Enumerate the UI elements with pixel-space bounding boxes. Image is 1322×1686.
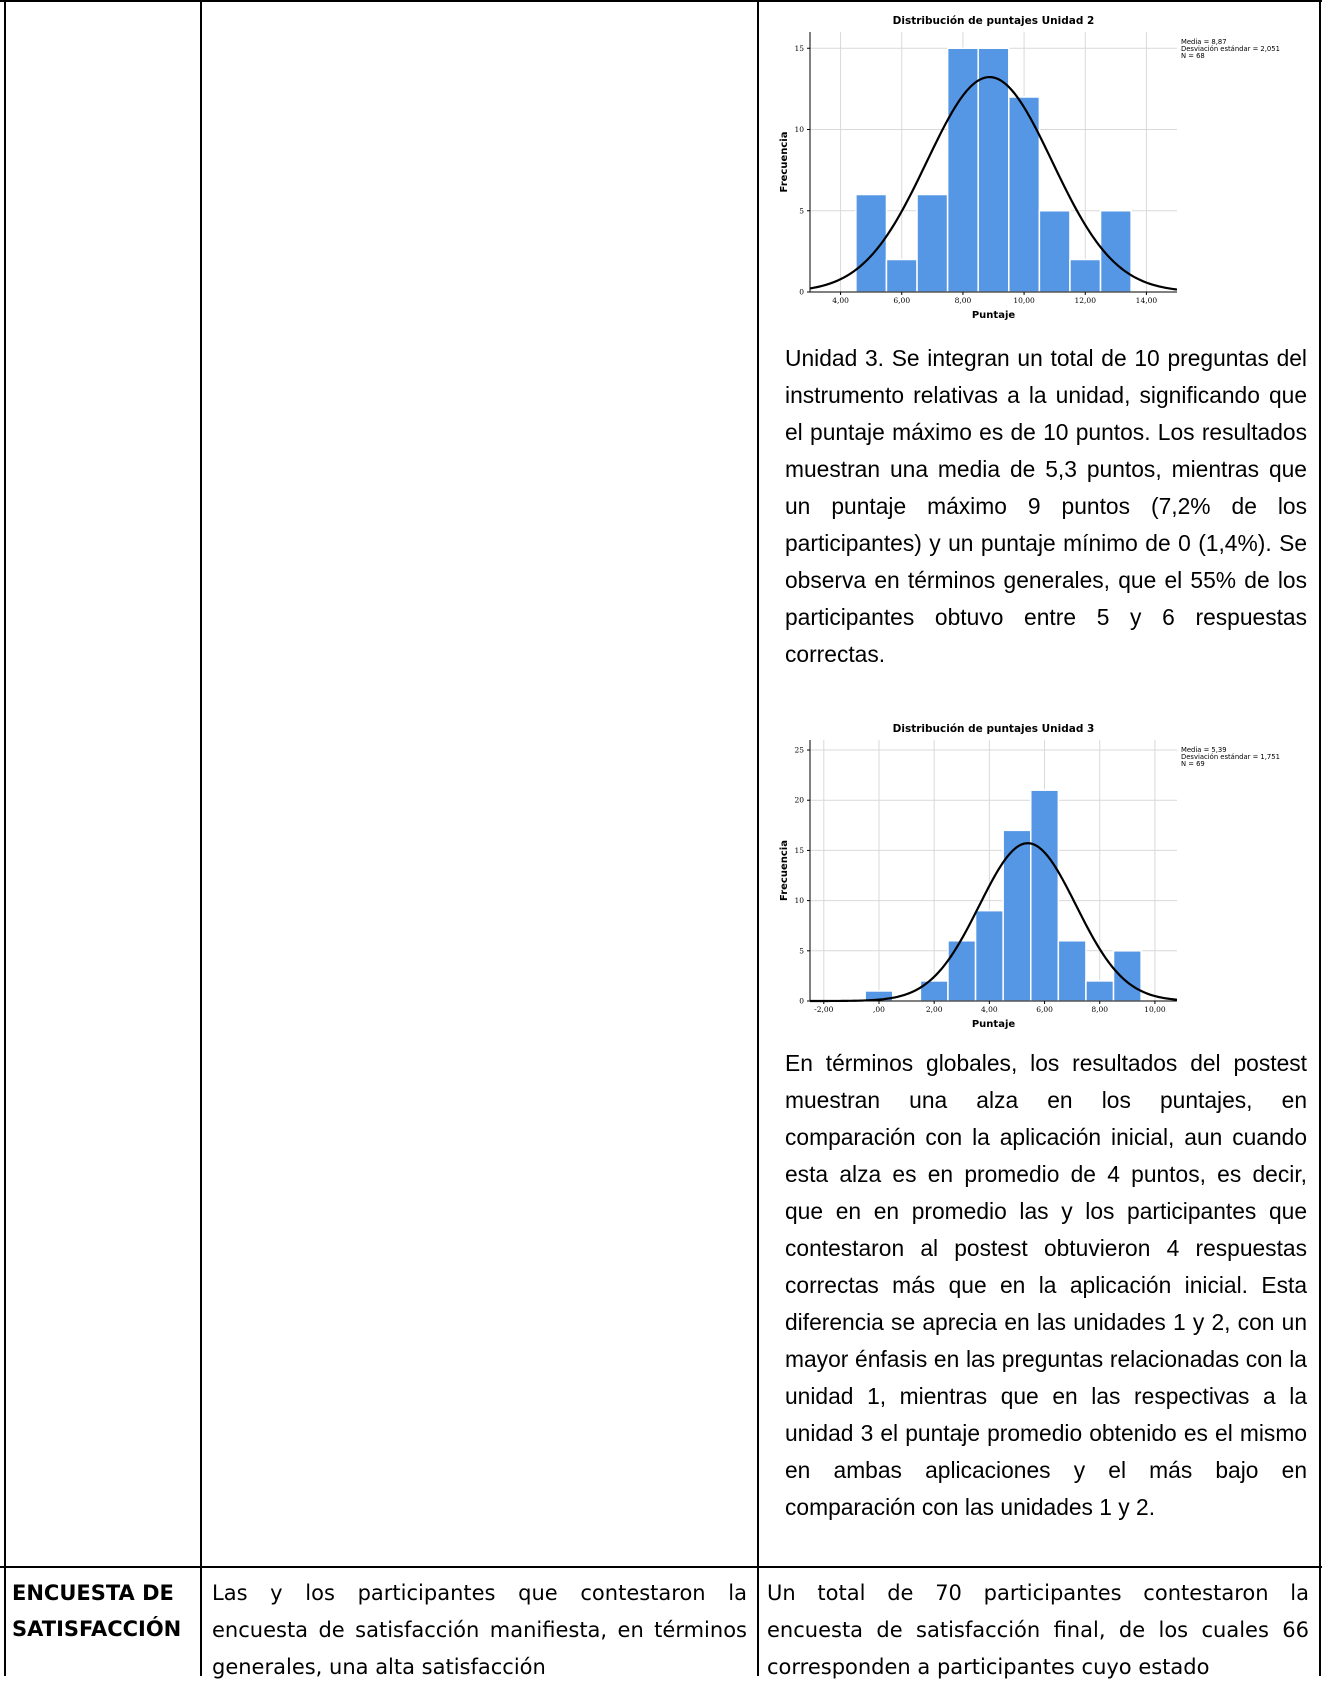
x-axis-label: Puntaje: [972, 1019, 1016, 1030]
paragraph-global-results: En términos globales, los resultados del…: [785, 1050, 1307, 1520]
x-tick-label: 12,00: [1075, 296, 1097, 305]
histogram-unidad-2: 0 5 10 15 4,00 6,00 8,00 10,00 12,00 14,00 Distrib…: [776, 12, 1306, 327]
paragraph-unidad-3: Unidad 3. Se integran un total de 10 pre…: [785, 345, 1307, 667]
table-border-right: [1319, 0, 1321, 1676]
stats-line: Desviación estándar = 1,751: [1181, 753, 1280, 761]
y-tick-label: 5: [799, 206, 804, 215]
chart-title: Distribución de puntajes Unidad 2: [893, 15, 1095, 27]
y-tick-label: 0: [799, 288, 804, 297]
histogram-unidad-3: 0 5 10 15 20 25 -2,00 ,00 2,00 4,00 6,00 8,00 10,00 D…: [776, 722, 1306, 1035]
normal-curve: [809, 75, 1178, 291]
row-divider: [0, 1566, 1322, 1568]
histogram-bar: [1085, 980, 1115, 1002]
histogram-bar: [1099, 210, 1132, 293]
y-axis-label: Frecuencia: [779, 132, 790, 193]
y-tick-label: 20: [794, 796, 804, 805]
x-tick-label: 8,00: [1091, 1005, 1108, 1014]
table-border-left: [4, 0, 6, 1676]
x-tick-label: 6,00: [893, 296, 910, 305]
histogram-bar: [977, 47, 1010, 293]
x-tick-label: 4,00: [981, 1005, 998, 1014]
y-tick-label: 25: [794, 746, 804, 755]
chart-title: Distribución de puntajes Unidad 3: [893, 723, 1095, 735]
table-border-col2: [757, 0, 759, 1676]
stats-line: Media = 8,87: [1181, 38, 1227, 46]
stats-line: Desviación estándar = 2,051: [1181, 45, 1280, 53]
x-tick-label: 10,00: [1144, 1005, 1166, 1014]
histogram-unidad-2-svg: 0 5 10 15 4,00 6,00 8,00 10,00 12,00 14,00 Distrib…: [779, 15, 1280, 321]
stats-line: N = 68: [1181, 52, 1205, 60]
histogram-bar: [885, 258, 918, 293]
histogram-bar: [947, 940, 977, 1002]
stats-line: Media = 5,39: [1181, 746, 1227, 754]
histogram-bar: [1002, 829, 1032, 1002]
x-tick-label: -2,00: [814, 1005, 833, 1014]
x-tick-label: 2,00: [926, 1005, 943, 1014]
histogram-bar: [1069, 258, 1102, 293]
histogram-bar: [946, 47, 979, 293]
x-tick-label: 14,00: [1136, 296, 1158, 305]
y-tick-label: 10: [794, 896, 804, 905]
y-axis-label: Frecuencia: [779, 840, 790, 901]
y-tick-label: 10: [794, 125, 804, 134]
x-tick-label: 8,00: [955, 296, 972, 305]
histogram-bar: [974, 909, 1004, 1002]
histogram-bar: [1038, 210, 1071, 293]
histogram-unidad-3-svg: 0 5 10 15 20 25 -2,00 ,00 2,00 4,00 6,00 8,00 10,00 D…: [779, 723, 1280, 1030]
satisfaction-detail-text: Un total de 70 participantes contestaron…: [767, 1581, 1309, 1679]
x-tick-label: 4,00: [832, 296, 849, 305]
histogram-bar: [1112, 950, 1142, 1002]
y-tick-label: 5: [799, 946, 804, 955]
x-tick-label: 10,00: [1013, 296, 1035, 305]
y-tick-label: 15: [794, 44, 804, 53]
x-tick-label: 6,00: [1036, 1005, 1053, 1014]
x-axis-label: Puntaje: [972, 310, 1016, 321]
y-tick-label: 0: [799, 997, 804, 1006]
x-tick-label: ,00: [873, 1005, 885, 1014]
histogram-bar: [916, 193, 949, 293]
satisfaction-summary-text: Las y los participantes que contestaron …: [212, 1581, 747, 1679]
row-label-encuesta: ENCUESTA DE SATISFACCIÓN: [12, 1575, 196, 1647]
table-border-col1: [200, 0, 202, 1676]
y-tick-label: 15: [794, 846, 804, 855]
stats-line: N = 69: [1181, 760, 1205, 768]
normal-curve: [810, 842, 1178, 1003]
histogram-bar: [1030, 789, 1060, 1002]
row-label-line1: ENCUESTA DE: [12, 1581, 174, 1605]
row-label-line2: SATISFACCIÓN: [12, 1617, 182, 1641]
histogram-bar: [1057, 940, 1087, 1002]
table-border-top: [0, 0, 1322, 2]
